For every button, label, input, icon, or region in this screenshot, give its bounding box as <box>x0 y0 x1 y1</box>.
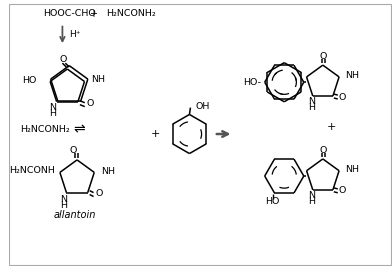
Text: O: O <box>69 146 77 155</box>
Text: +: + <box>89 9 97 19</box>
Text: OH: OH <box>195 102 210 111</box>
Text: O: O <box>339 93 346 101</box>
Text: NH: NH <box>91 75 105 84</box>
Text: O: O <box>319 146 327 155</box>
Text: allantoin: allantoin <box>54 210 96 220</box>
Text: HO: HO <box>22 76 36 85</box>
Text: H: H <box>308 197 315 206</box>
Text: O: O <box>319 52 327 61</box>
Text: O: O <box>60 55 67 64</box>
Text: O: O <box>339 186 346 195</box>
Text: N: N <box>60 195 67 204</box>
Text: NH: NH <box>345 165 359 174</box>
Text: H₂NCONH₂: H₂NCONH₂ <box>20 125 70 134</box>
Text: NH: NH <box>101 167 115 176</box>
Text: HOOC-CHO: HOOC-CHO <box>43 9 96 18</box>
Text: H: H <box>60 201 67 210</box>
Text: H₂NCONH₂: H₂NCONH₂ <box>106 9 156 18</box>
Text: H: H <box>308 103 315 112</box>
Text: HO: HO <box>265 197 280 206</box>
Text: NH: NH <box>345 72 359 80</box>
Text: +: + <box>327 122 336 132</box>
Text: N: N <box>308 97 315 107</box>
Text: H: H <box>49 109 56 118</box>
Text: O: O <box>87 99 94 108</box>
Text: +: + <box>151 129 160 139</box>
Text: ⇌: ⇌ <box>73 122 85 136</box>
Text: O: O <box>96 189 103 198</box>
Text: H⁺: H⁺ <box>69 30 81 39</box>
Text: N: N <box>308 191 315 200</box>
Text: HO-: HO- <box>243 78 261 87</box>
Text: H₂NCONH: H₂NCONH <box>9 166 55 175</box>
Text: N: N <box>49 103 56 112</box>
